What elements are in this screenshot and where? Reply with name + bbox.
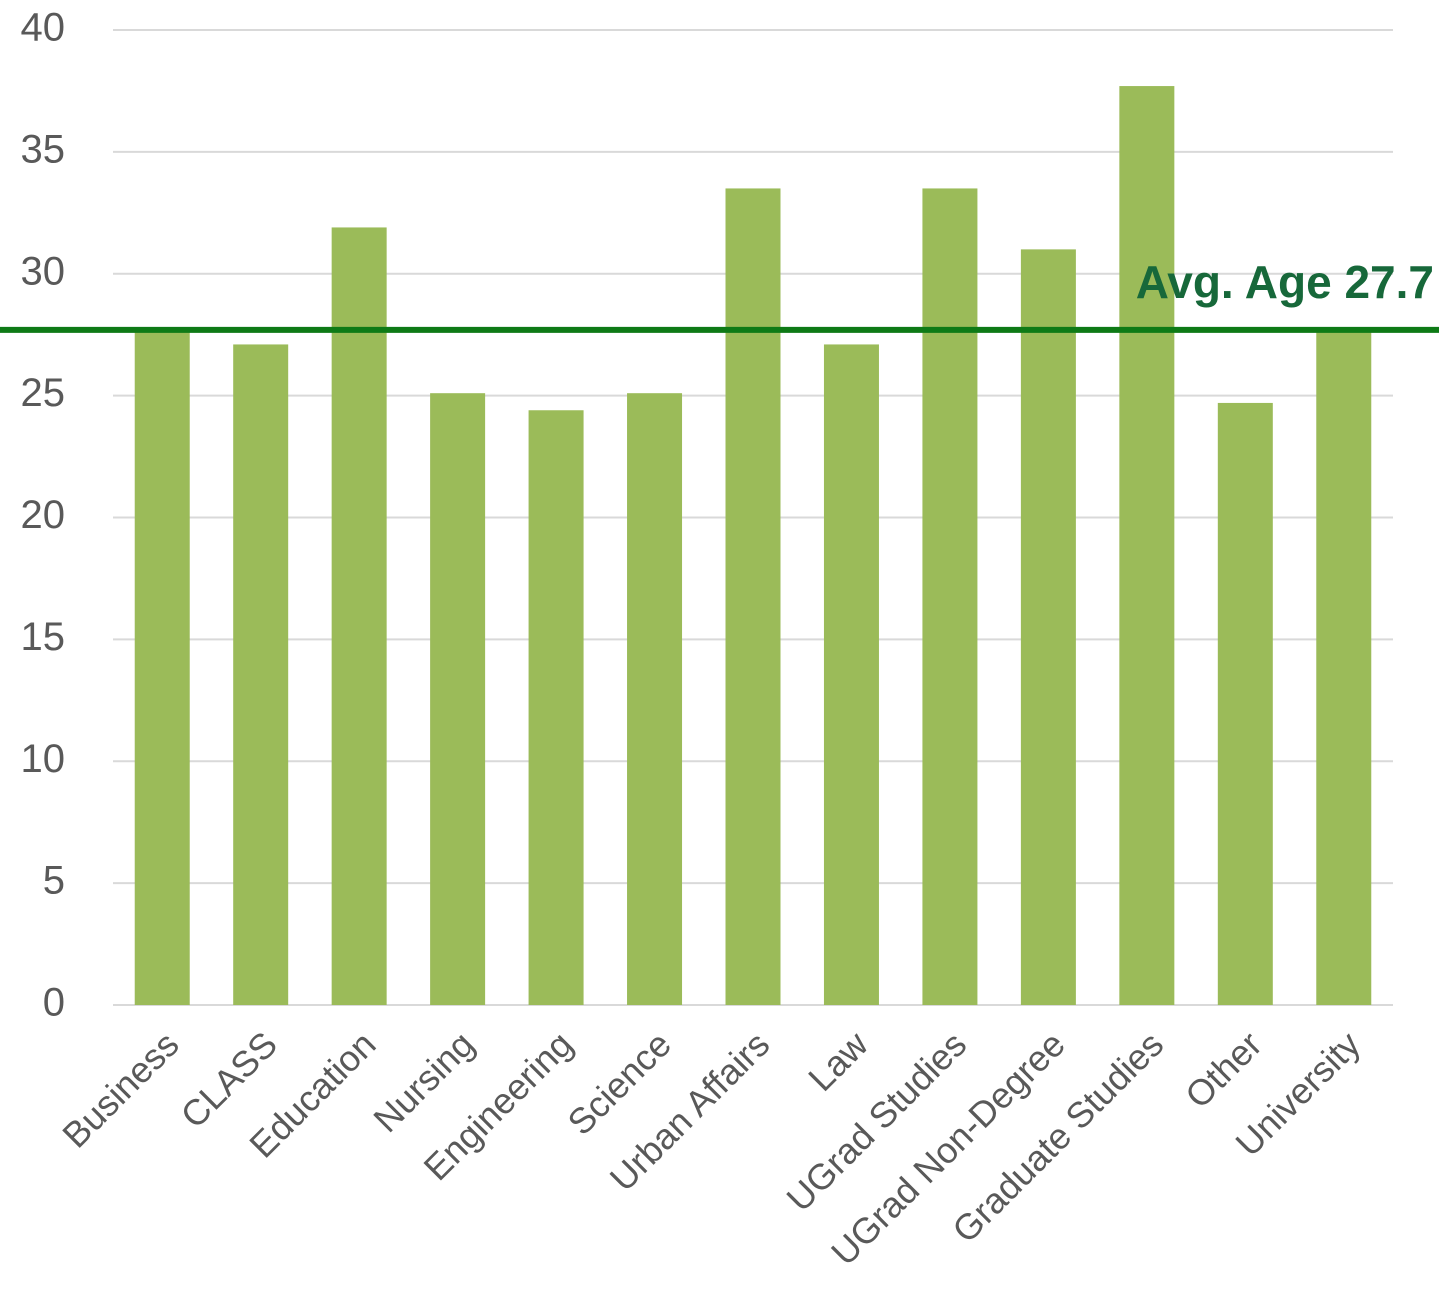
x-tick-label: Other [1177,1023,1270,1116]
bar [528,410,584,1005]
bar [430,393,486,1005]
bar [1217,402,1273,1005]
x-tick-label: Business [54,1023,186,1155]
bar [627,393,683,1005]
reference-label: Avg. Age 27.7 [1136,256,1434,308]
y-tick-label: 15 [21,615,66,659]
y-tick-label: 0 [43,981,65,1025]
bar [1020,249,1076,1005]
bar [1316,329,1372,1005]
y-tick-label: 30 [21,249,66,293]
bar [1119,86,1175,1005]
bar [331,227,387,1005]
bar [134,329,190,1005]
y-tick-label: 25 [21,371,66,415]
y-tick-label: 10 [21,737,66,781]
x-tick-label: Law [800,1023,876,1099]
bar [922,188,978,1005]
bar [233,344,289,1005]
bar [823,344,879,1005]
bar [725,188,781,1005]
y-tick-label: 5 [43,859,65,903]
y-tick-label: 40 [21,6,66,50]
y-tick-label: 20 [21,493,66,537]
y-tick-label: 35 [21,127,66,171]
